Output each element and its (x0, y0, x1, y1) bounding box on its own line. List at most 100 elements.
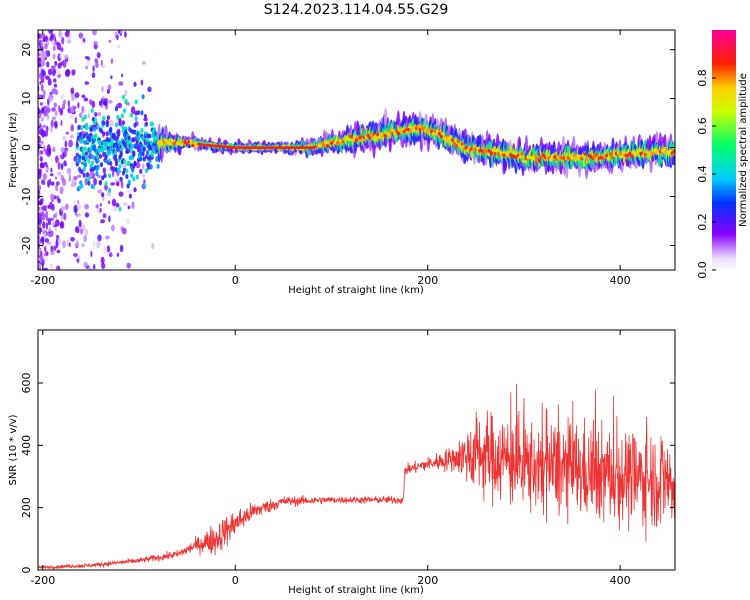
spectrogram-noise-cell (79, 112, 83, 118)
spectrogram-noise-cell (65, 131, 69, 135)
spectrogram-noise-cell (87, 113, 90, 118)
spectrogram-noise-cell (40, 39, 44, 48)
spectrogram-noise-cell (41, 54, 45, 62)
spectrogram-ridge-cell (78, 154, 82, 160)
y-tick-label: 600 (20, 372, 33, 393)
spectrogram-noise-cell (96, 52, 101, 59)
x-tick-label: 400 (610, 274, 631, 287)
spectrogram-ridge-cell (133, 122, 137, 128)
spectrogram-noise-cell (46, 108, 51, 113)
spectrogram-noise-cell (142, 173, 146, 179)
y-tick-label: 0 (20, 144, 33, 151)
spectrogram-noise-cell (38, 237, 41, 245)
spectrogram-noise-cell (124, 31, 127, 38)
spectrogram-ridge-cell (128, 193, 132, 199)
spectrogram-noise-cell (49, 263, 54, 269)
spectrogram-noise-cell (119, 30, 123, 34)
spectrogram-noise-cell (41, 83, 44, 92)
spectrogram-peak-cell (453, 141, 457, 146)
spectrogram-noise-cell (38, 216, 43, 225)
spectrogram-ridge-cell (156, 163, 160, 169)
spectrogram-ridge-cell (127, 135, 131, 141)
spectrogram-noise-cell (38, 184, 42, 191)
spectrogram-ridge-cell (101, 175, 105, 181)
spectrogram-ridge-cell (87, 158, 91, 164)
snr-x-label: Height of straight line (km) (288, 585, 424, 596)
spectrogram-noise-cell (51, 116, 56, 121)
spectrogram-noise-cell (91, 100, 96, 109)
spectrogram-ridge-cell (87, 180, 91, 186)
spectrogram-peak-cell (507, 150, 510, 155)
spectrogram-ridge-cell (142, 146, 146, 152)
spectrogram-ridge-cell (119, 150, 123, 156)
spectrogram-ridge-cell (83, 114, 87, 120)
spectrogram-peak-cell (437, 131, 441, 136)
spectrogram-ridge-cell (90, 160, 94, 166)
spectrogram-ridge-cell (135, 174, 139, 180)
spectrogram-ridge-cell (150, 152, 154, 158)
spectrogram-frame (37, 29, 676, 271)
spectrogram-peak-cell (630, 154, 634, 158)
spectrogram-ridge-cell (124, 99, 128, 105)
spectrogram-peak-cell (645, 150, 649, 154)
spectrogram-peak-cell (482, 151, 485, 155)
spectrogram-noise-cell (95, 204, 99, 209)
spectrogram-noise-cell (102, 105, 106, 109)
y-tick-label: 20 (20, 43, 33, 57)
spectrogram-noise-cell (42, 129, 45, 138)
spectrogram-peak-cell (349, 134, 353, 139)
y-tick-label: 400 (20, 435, 33, 456)
spectrogram-noise-cell (56, 265, 61, 270)
spectrogram-noise-cell (56, 249, 61, 254)
spectrogram-noise-cell (38, 107, 41, 115)
spectrogram-noise-cell (147, 86, 152, 93)
spectrogram-ridge-cell (120, 113, 124, 119)
spectrogram-noise-cell (97, 207, 100, 215)
spectrogram-peak-cell (366, 133, 370, 138)
spectrogram-noise-cell (77, 213, 81, 217)
spectrogram-ridge-cell (123, 108, 127, 114)
spectrogram-noise-cell (93, 41, 98, 45)
spectrogram-ridge-cell (139, 156, 143, 162)
spectrogram-noise-cell (59, 54, 63, 59)
spectrogram-noise-cell (45, 50, 48, 55)
spectrogram-ridge-cell (134, 116, 138, 122)
spectrogram-noise-cell (57, 198, 61, 204)
spectrogram-ridge-cell (129, 148, 134, 154)
spectrogram-peak-cell (653, 148, 657, 152)
spectrogram-noise-cell (60, 147, 65, 153)
spectrogram-peak-cell (324, 140, 328, 145)
spectrogram-peak-cell (570, 156, 574, 160)
spectrogram-noise-cell (50, 245, 53, 252)
spectrogram-noise-cell (55, 211, 58, 219)
spectrogram-noise-cell (118, 191, 124, 197)
x-tick-label: 0 (232, 274, 239, 287)
spectrogram-ridge-cell (141, 94, 145, 100)
spectrogram-peak-cell (541, 153, 545, 157)
spectrogram-noise-cell (64, 140, 68, 148)
spectrogram-noise-cell (54, 120, 58, 128)
spectrogram-noise-cell (108, 39, 112, 43)
spectrogram-noise-cell (109, 119, 114, 127)
spectrogram-noise-cell (53, 68, 56, 75)
spectrogram-noise-cell (45, 222, 49, 230)
spectrogram-ridge-cell (120, 124, 124, 129)
spectrogram-noise-cell (38, 135, 41, 144)
spectrogram-noise-cell (39, 162, 44, 169)
x-tick-label: 400 (610, 574, 631, 587)
spectrogram-ridge-cell (120, 146, 124, 152)
spectrogram-noise-cell (97, 174, 101, 178)
spectrogram-peak-cell (355, 138, 358, 142)
spectrogram-noise-cell (53, 102, 58, 108)
snr-y-ticks: 0 200 400 600 (20, 372, 675, 574)
spectrogram-noise-cell (50, 193, 55, 201)
spectrogram-ridge-cell (80, 183, 84, 189)
spectrogram-ridge-cell (123, 159, 127, 165)
spectrogram-noise-cell (92, 65, 95, 72)
spectrogram-noise-cell (46, 241, 52, 245)
spectrogram-noise-cell (60, 163, 64, 171)
spectrogram-noise-cell (38, 262, 41, 269)
spectrogram-ridge-cell (90, 154, 94, 160)
spectrogram-noise-cell (105, 235, 110, 240)
spectrogram-ridge-cell (104, 154, 108, 160)
